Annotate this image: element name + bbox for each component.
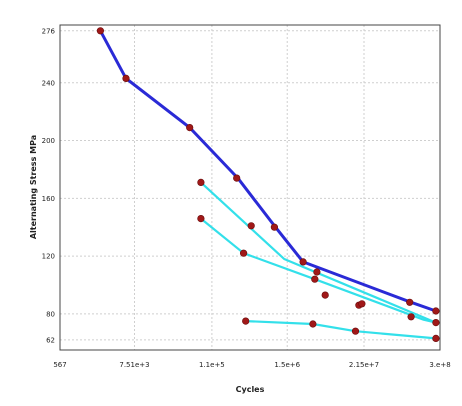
x-tick-label: 1.5e+6 bbox=[274, 361, 300, 369]
y-tick-label: 120 bbox=[42, 253, 55, 261]
series-line-4 bbox=[244, 320, 437, 340]
y-tick-label: 160 bbox=[42, 195, 55, 203]
data-point bbox=[406, 298, 414, 306]
data-point bbox=[247, 222, 255, 230]
x-tick-label: 1.1e+5 bbox=[199, 361, 225, 369]
series-line-1 bbox=[98, 29, 438, 313]
data-point bbox=[242, 317, 250, 325]
x-tick-label: 7.51e+3 bbox=[119, 361, 149, 369]
data-point bbox=[197, 215, 205, 223]
data-point bbox=[233, 174, 241, 182]
data-point bbox=[270, 223, 279, 231]
data-point bbox=[321, 291, 329, 299]
y-tick-label: 80 bbox=[46, 310, 55, 318]
data-point bbox=[197, 178, 205, 186]
data-point bbox=[358, 300, 366, 308]
data-point bbox=[309, 320, 317, 328]
grid bbox=[59, 25, 441, 350]
series-line-2 bbox=[199, 181, 437, 324]
y-tick-label: 200 bbox=[42, 137, 55, 145]
plot-frame bbox=[59, 24, 441, 351]
x-tick-label: 567 bbox=[53, 361, 66, 369]
data-point bbox=[313, 268, 321, 276]
tick-labels: 567 7.51e+3 1.1e+5 1.5e+6 2.15e+7 3.e+8 276 240… bbox=[42, 27, 451, 369]
data-point bbox=[351, 327, 360, 335]
data-point bbox=[432, 334, 440, 343]
y-tick-label: 240 bbox=[42, 79, 55, 87]
y-tick-label: 276 bbox=[42, 27, 56, 35]
x-tick-label: 3.e+8 bbox=[429, 361, 450, 369]
data-point bbox=[299, 258, 307, 266]
x-axis-title: Cycles bbox=[236, 385, 265, 394]
y-axis-title: Alternating Stress MPa bbox=[29, 135, 38, 239]
data-points bbox=[96, 27, 440, 343]
data-point bbox=[186, 123, 194, 132]
data-point bbox=[407, 313, 415, 321]
data-point bbox=[432, 307, 440, 315]
y-tick-label: 62 bbox=[46, 336, 55, 344]
data-point bbox=[240, 249, 248, 257]
data-point bbox=[311, 275, 319, 283]
data-point bbox=[96, 27, 104, 35]
x-tick-label: 2.15e+7 bbox=[349, 361, 379, 369]
data-point bbox=[432, 319, 440, 327]
data-point bbox=[122, 74, 130, 82]
